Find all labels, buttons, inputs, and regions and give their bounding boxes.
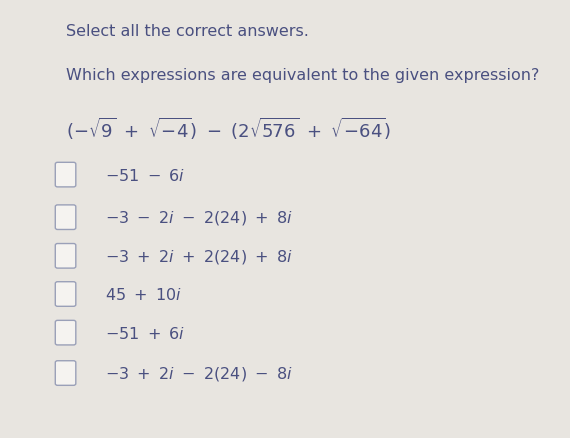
Text: $-51\ +\ 6i$: $-51\ +\ 6i$ <box>105 325 186 341</box>
Text: $-51\ -\ 6i$: $-51\ -\ 6i$ <box>105 167 186 183</box>
FancyBboxPatch shape <box>55 361 76 385</box>
Text: Which expressions are equivalent to the given expression?: Which expressions are equivalent to the … <box>66 68 539 83</box>
Text: $-3\ -\ 2i\ -\ 2(24)\ +\ 8i$: $-3\ -\ 2i\ -\ 2(24)\ +\ 8i$ <box>105 208 294 227</box>
FancyBboxPatch shape <box>55 163 76 187</box>
FancyBboxPatch shape <box>55 244 76 268</box>
FancyBboxPatch shape <box>55 321 76 345</box>
Text: $-3\ +\ 2i\ +\ 2(24)\ +\ 8i$: $-3\ +\ 2i\ +\ 2(24)\ +\ 8i$ <box>105 247 294 265</box>
Text: $-3\ +\ 2i\ -\ 2(24)\ -\ 8i$: $-3\ +\ 2i\ -\ 2(24)\ -\ 8i$ <box>105 364 294 382</box>
FancyBboxPatch shape <box>55 205 76 230</box>
FancyBboxPatch shape <box>55 282 76 307</box>
Text: $45\ +\ 10i$: $45\ +\ 10i$ <box>105 286 182 302</box>
Text: $(-\sqrt{9}\ +\ \sqrt{-4})\ -\ (2\sqrt{576}\ +\ \sqrt{-64})$: $(-\sqrt{9}\ +\ \sqrt{-4})\ -\ (2\sqrt{5… <box>66 116 391 142</box>
Text: Select all the correct answers.: Select all the correct answers. <box>66 24 308 39</box>
